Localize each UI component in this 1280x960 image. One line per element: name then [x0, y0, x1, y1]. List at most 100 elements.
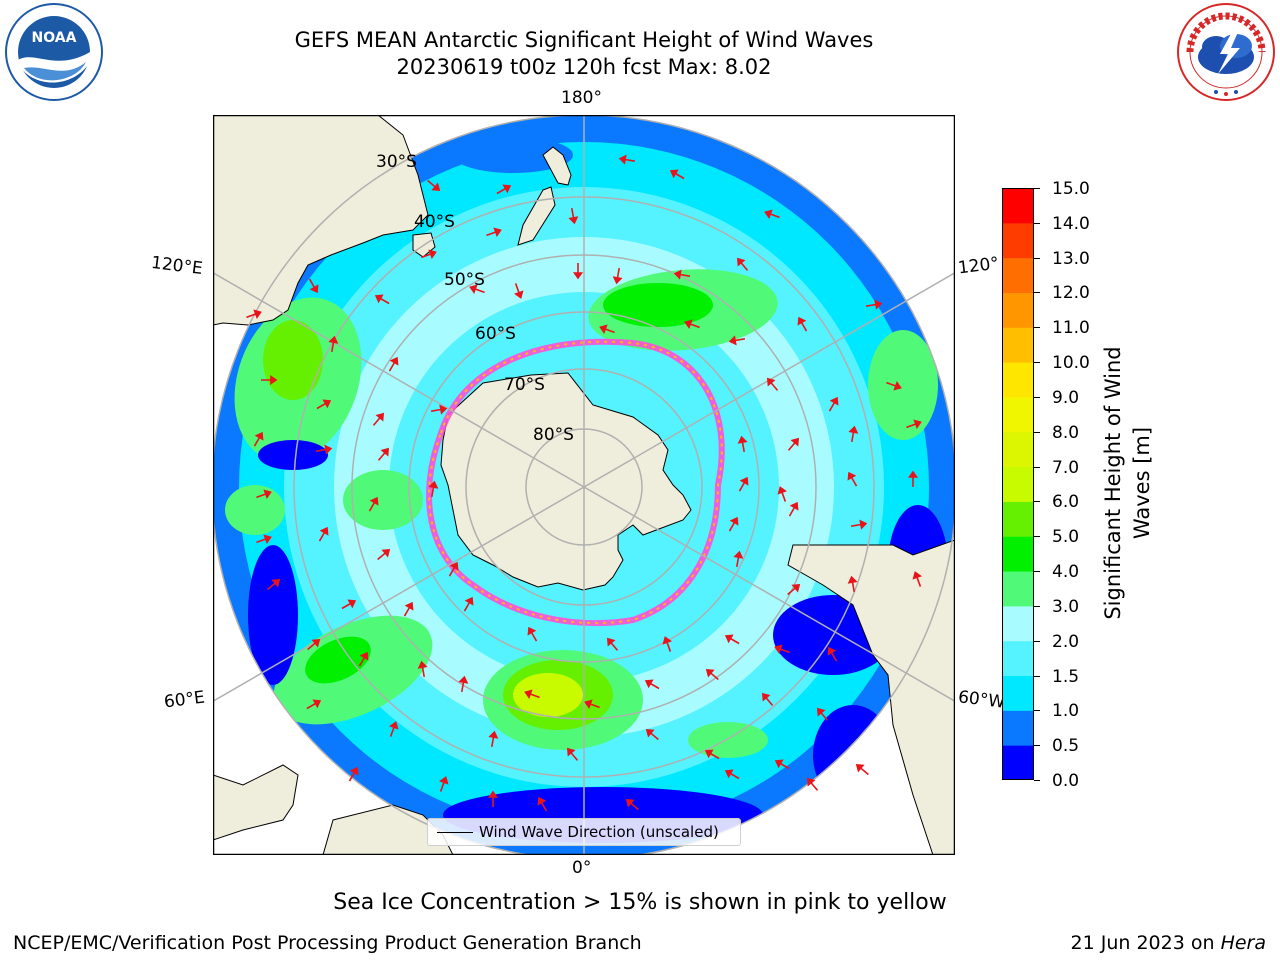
wave-arrow	[253, 431, 264, 447]
wave-arrow	[774, 644, 790, 654]
wave-arrow	[377, 548, 391, 561]
wave-arrow	[389, 721, 399, 737]
noaa-logo: NOAA	[4, 2, 104, 102]
colorbar-tick-mark	[1034, 675, 1040, 677]
wave-arrow	[316, 399, 332, 410]
colorbar-tick-label: 11.0	[1052, 318, 1090, 339]
wave-arrow	[728, 335, 746, 346]
wave-arrow	[374, 294, 390, 305]
colorbar-tick-mark	[1034, 222, 1040, 224]
wave-arrow	[865, 299, 883, 310]
colorbar-tick-mark	[1034, 501, 1040, 503]
colorbar-tick-mark	[1034, 710, 1040, 712]
wave-arrow	[662, 636, 672, 652]
lon-label-120w: 120°	[956, 253, 1001, 279]
colorbar-band	[1002, 257, 1034, 293]
wave-arrow	[828, 396, 839, 412]
wave-arrow	[606, 637, 619, 651]
colorbar-tick-mark	[1034, 431, 1040, 433]
colorbar-tick-label: 0.5	[1052, 736, 1080, 757]
colorbar-tick-label: 7.0	[1052, 457, 1080, 478]
meridian-line	[583, 271, 955, 488]
wave-arrow	[599, 324, 615, 334]
colorbar-band	[1002, 327, 1034, 363]
meridian-line	[213, 271, 585, 488]
wave-arrow	[537, 796, 548, 812]
footer-date: 21 Jun 2023 on Hera	[1071, 932, 1266, 954]
colorbar-band	[1002, 292, 1034, 328]
wave-arrow	[403, 601, 414, 617]
graticule	[213, 115, 955, 855]
colorbar-tick-label: 2.0	[1052, 631, 1080, 652]
wave-arrow	[906, 419, 922, 429]
colorbar-tick-label: 4.0	[1052, 562, 1080, 583]
wave-arrow	[246, 309, 262, 319]
colorbar-band	[1002, 710, 1034, 746]
colorbar-tick-mark	[1034, 396, 1040, 398]
colorbar-tick-label: 14.0	[1052, 213, 1090, 234]
wave-arrow	[816, 707, 829, 721]
colorbar-label-line2: Waves [m]	[1130, 426, 1154, 540]
colorbar-tick-mark	[1034, 362, 1040, 364]
colorbar-tick-label: 0.0	[1052, 771, 1080, 791]
wave-arrow	[737, 435, 748, 453]
wave-arrow	[797, 316, 808, 332]
wave-arrow	[377, 447, 390, 461]
colorbar-tick-mark	[1034, 257, 1040, 259]
lon-label-0: 0°	[572, 858, 592, 878]
lon-label-120e: 120°E	[149, 252, 204, 280]
colorbar-tick-mark	[1034, 292, 1040, 294]
lon-label-60e: 60°E	[162, 687, 206, 713]
colorbar-tick-label: 10.0	[1052, 353, 1090, 374]
wave-arrow	[827, 646, 838, 662]
wave-arrow	[625, 798, 639, 811]
map-legend: Wind Wave Direction (unscaled)	[427, 818, 741, 846]
lat-label-30s: 30°S	[376, 152, 417, 172]
wave-arrow	[847, 575, 858, 593]
lat-label-50s: 50°S	[444, 270, 485, 290]
lon-label-60w: 60°W	[956, 687, 1006, 713]
footer-machine: Hera	[1220, 932, 1266, 954]
wave-arrow	[568, 207, 579, 225]
wave-arrow	[368, 496, 379, 512]
footer-credit: NCEP/EMC/Verification Post Processing Pr…	[13, 932, 642, 954]
wave-arrow	[328, 335, 339, 353]
wave-arrow	[907, 470, 919, 487]
noaa-wordmark: NOAA	[32, 30, 77, 46]
land-masses	[213, 115, 955, 855]
wave-direction-arrows	[246, 154, 922, 812]
lat-label-60s: 60°S	[475, 324, 516, 344]
wave-arrow	[644, 679, 660, 690]
wave-arrow	[787, 437, 800, 451]
wave-arrow	[764, 209, 780, 219]
wave-arrow	[486, 227, 502, 237]
wave-arrow	[487, 790, 499, 807]
wave-arrow	[348, 766, 359, 782]
wave-arrow	[315, 444, 333, 455]
wave-arrow	[848, 425, 859, 443]
meridian-line	[213, 486, 585, 703]
wave-arrow	[673, 269, 691, 280]
lat-label-80s: 80°S	[533, 425, 574, 445]
polar-map	[212, 114, 956, 856]
wave-arrow	[306, 699, 322, 710]
colorbar-tick-label: 1.0	[1052, 701, 1080, 722]
colorbar-tick-mark	[1034, 466, 1040, 468]
wave-arrow	[572, 263, 584, 280]
wave-arrow	[514, 283, 524, 299]
colorbar-label-line1: Significant Height of Wind	[1101, 346, 1125, 620]
colorbar-band	[1002, 362, 1034, 398]
meridian-line	[583, 486, 955, 703]
colorbar-band	[1002, 571, 1034, 607]
wave-arrow	[358, 651, 369, 667]
colorbar-tick-label: 5.0	[1052, 527, 1080, 548]
colorbar-band	[1002, 188, 1034, 224]
wave-arrow	[388, 356, 399, 372]
colorbar-tick-label: 13.0	[1052, 248, 1090, 269]
wave-arrow	[912, 571, 922, 587]
colorbar-tick-label: 3.0	[1052, 596, 1080, 617]
colorbar-bands	[1002, 188, 1034, 781]
wave-arrow	[427, 179, 441, 192]
colorbar-tick-mark	[1034, 780, 1040, 781]
wave-arrow	[341, 599, 357, 610]
